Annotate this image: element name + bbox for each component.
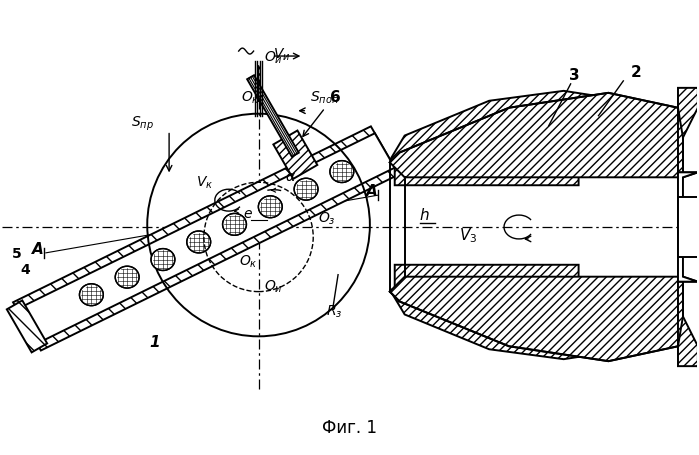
Polygon shape [678,89,699,178]
Polygon shape [678,173,698,282]
Text: $O_и$: $O_и$ [264,50,282,66]
Text: 3: 3 [569,68,579,83]
Text: 5: 5 [12,246,22,260]
Polygon shape [13,127,398,351]
Text: $O_з$: $O_з$ [318,211,336,227]
Text: $\alpha$: $\alpha$ [285,170,296,184]
Text: $V_к$: $V_к$ [196,174,213,190]
Polygon shape [17,134,395,344]
Polygon shape [247,76,298,157]
Text: $O_и$: $O_и$ [264,278,282,294]
Polygon shape [678,198,699,257]
Ellipse shape [330,161,354,183]
Text: $V_3$: $V_3$ [459,225,477,244]
Text: 6: 6 [330,90,341,105]
Text: $O_к$: $O_к$ [240,90,259,106]
Polygon shape [7,301,47,353]
Text: 1: 1 [149,334,160,349]
Polygon shape [390,265,683,359]
Text: $S_{поп}$: $S_{поп}$ [310,90,339,106]
Text: 4: 4 [20,262,30,276]
Polygon shape [390,94,683,178]
Text: $V_и$: $V_и$ [273,47,291,63]
Ellipse shape [151,249,175,271]
Ellipse shape [115,267,139,288]
Polygon shape [390,277,683,361]
Ellipse shape [294,179,318,201]
Polygon shape [390,91,683,186]
Ellipse shape [187,232,210,253]
Text: A: A [366,184,377,199]
Ellipse shape [80,284,103,306]
Text: e: e [244,207,252,221]
Ellipse shape [222,214,247,236]
Ellipse shape [259,197,282,218]
Text: 2: 2 [630,65,641,80]
Text: A: A [32,241,44,256]
Polygon shape [273,131,317,179]
Text: h: h [419,207,429,222]
Text: Фиг. 1: Фиг. 1 [322,418,377,436]
Polygon shape [678,277,699,366]
Text: $S_{пр}$: $S_{пр}$ [131,115,154,133]
Text: $R_з$: $R_з$ [326,303,343,319]
Text: $O_к$: $O_к$ [238,253,257,269]
